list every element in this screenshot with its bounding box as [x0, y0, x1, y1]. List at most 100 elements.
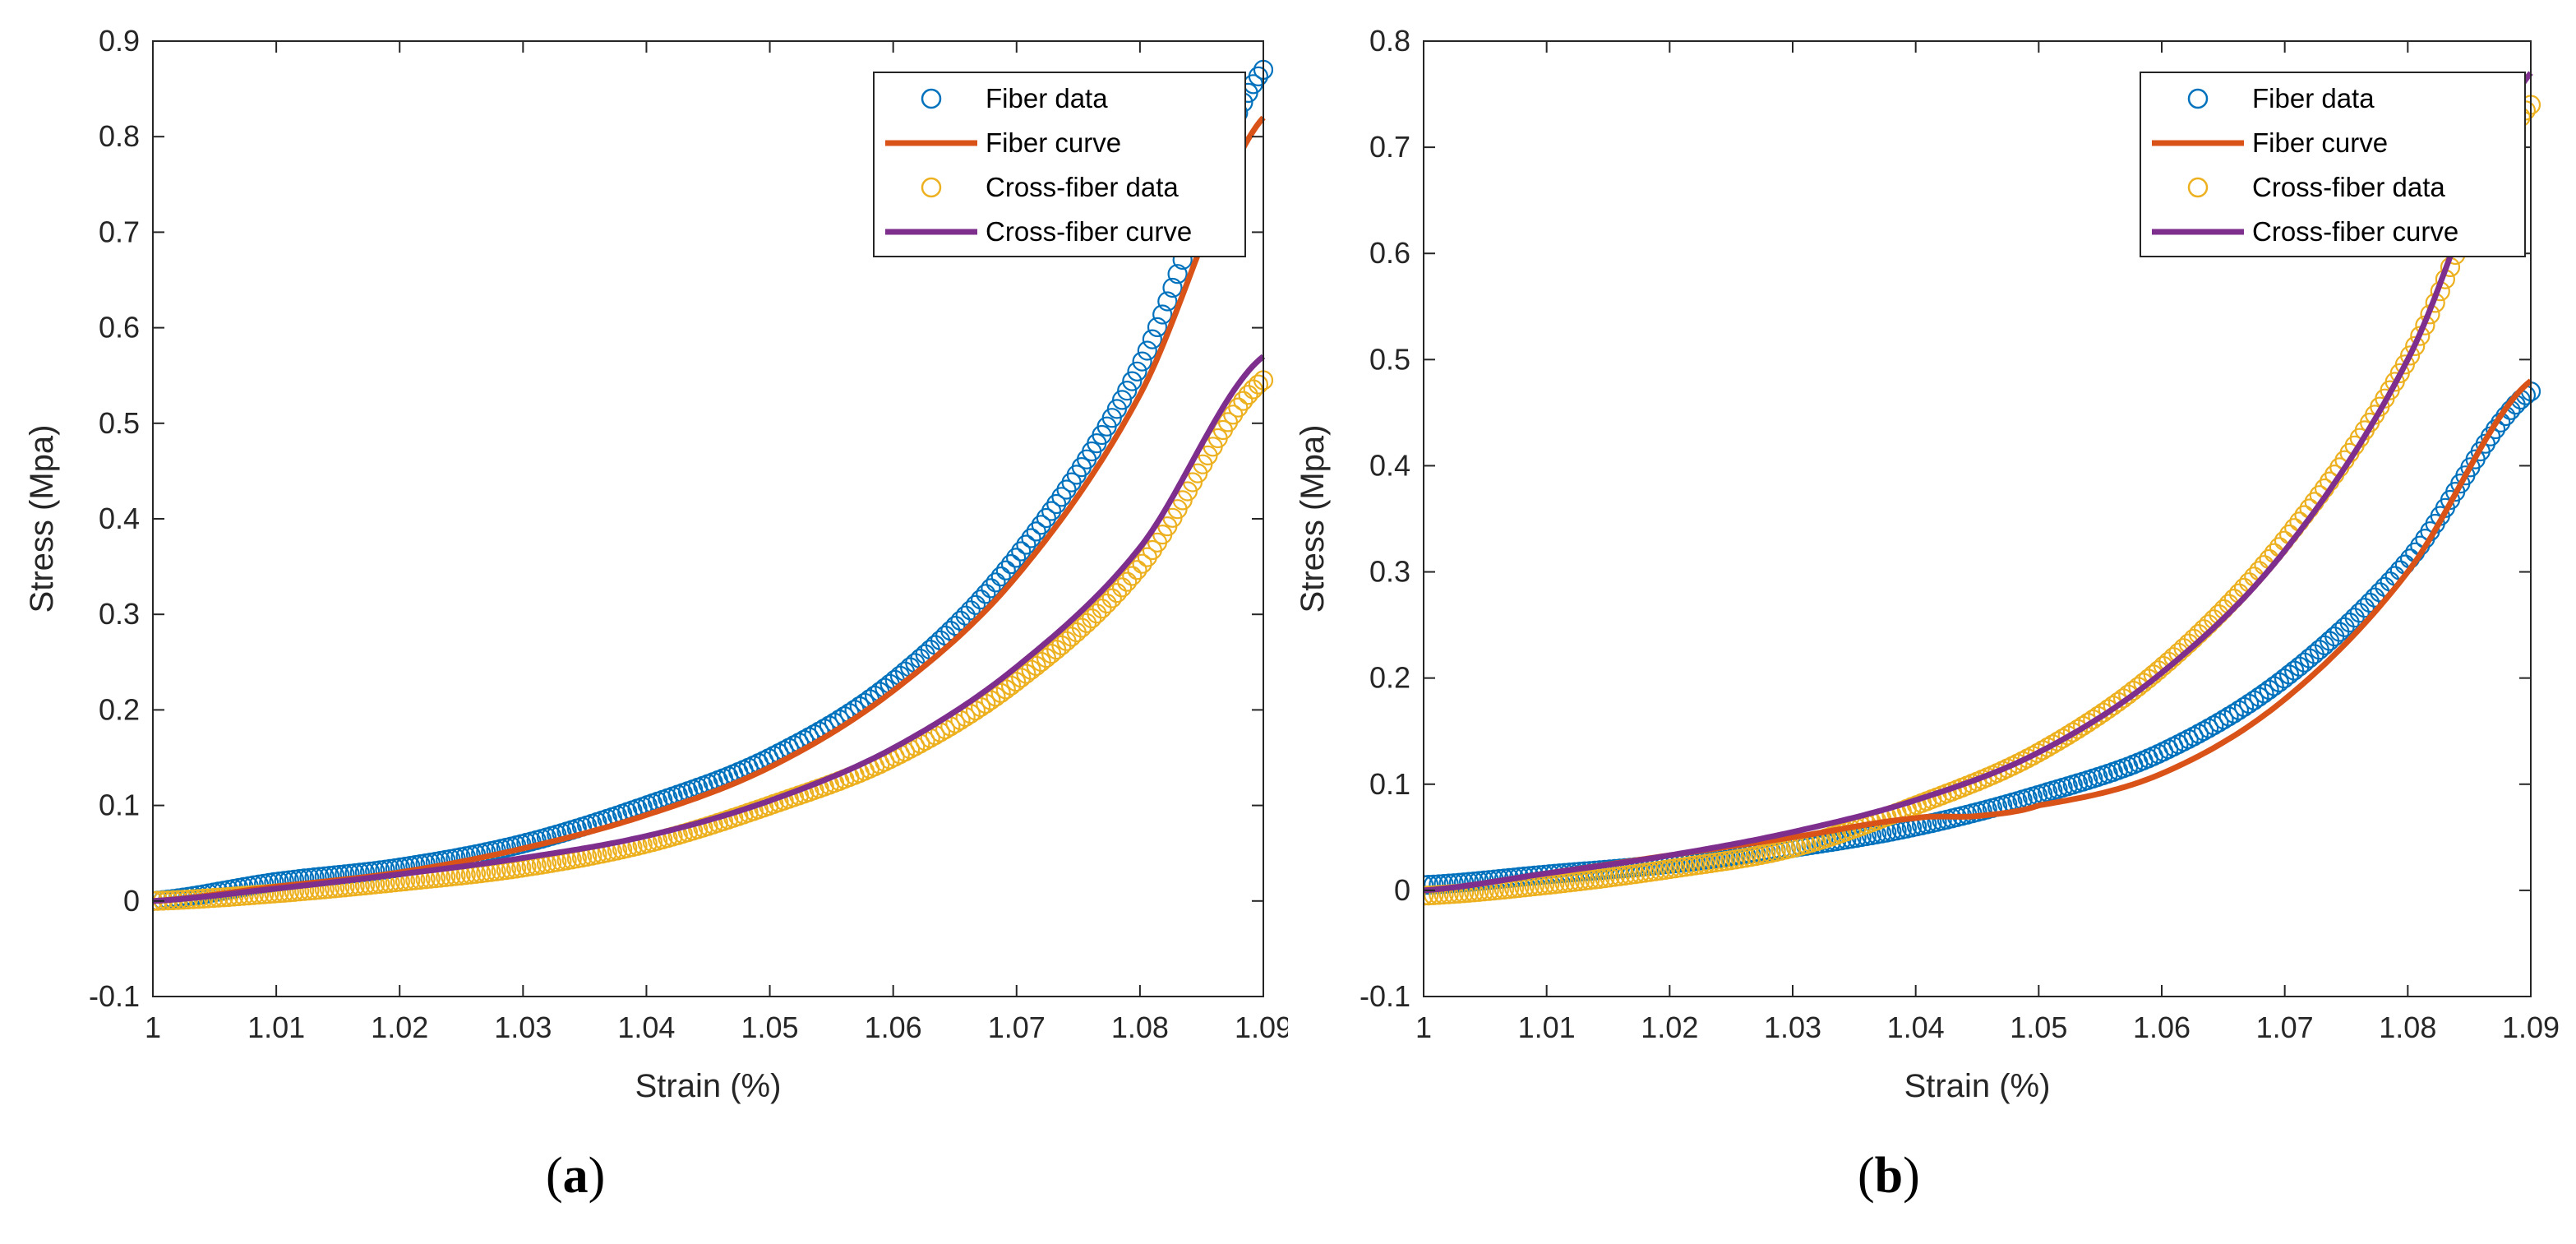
x-tick-label: 1.04: [617, 1010, 675, 1044]
legend: Fiber data Fiber curve Cross-fiber data Cro…: [873, 72, 1246, 257]
legend-marker-icon: [2187, 88, 2209, 109]
data-point: [1117, 571, 1138, 592]
data-point: [1167, 264, 1188, 284]
data-point: [1021, 528, 1041, 548]
y-tick-label: 0.6: [99, 311, 140, 345]
data-point: [1011, 668, 1032, 688]
data-point: [2072, 715, 2094, 737]
data-point: [2359, 592, 2380, 613]
data-point: [2269, 672, 2290, 693]
data-point: [1433, 884, 1454, 905]
y-tick-label: 0.5: [99, 406, 140, 440]
data-point: [2052, 728, 2073, 749]
data-point: [1127, 560, 1147, 580]
data-point: [2078, 712, 2098, 733]
data-point: [986, 687, 1006, 707]
data-point: [1248, 374, 1269, 395]
data-point: [1433, 873, 1454, 895]
data-point: [2027, 742, 2048, 763]
data-point: [981, 690, 1001, 710]
data-point: [1142, 329, 1163, 349]
data-point: [1424, 874, 1444, 895]
x-tick-label: 1.07: [988, 1010, 1046, 1044]
data-point: [1000, 675, 1022, 696]
data-point: [1438, 873, 1459, 894]
data-point: [1087, 604, 1107, 624]
legend-label: Cross-fiber curve: [986, 216, 1192, 247]
data-point: [2032, 740, 2053, 761]
legend-label: Fiber curve: [986, 127, 1121, 158]
data-point: [1111, 577, 1133, 598]
y-tick-label: 0.3: [99, 597, 140, 631]
data-point: [990, 566, 1011, 587]
chart-panel-a: 1 1.01 1.02 1.03 1.04 1.05 1.06 1.07 1.08 1.09 -0.…: [24, 24, 1288, 1104]
data-point: [2228, 700, 2250, 720]
data-point: [995, 679, 1016, 700]
data-point: [1424, 886, 1439, 906]
data-point: [1026, 521, 1046, 542]
legend-label: Cross-fiber data: [2252, 172, 2445, 202]
x-tick-label: 1.06: [2133, 1010, 2191, 1044]
x-tick-label: 1: [1415, 1010, 1432, 1044]
data-point: [2259, 679, 2279, 701]
data-point: [2193, 720, 2214, 742]
data-point: [1137, 547, 1157, 567]
data-point: [990, 682, 1011, 704]
data-point: [2043, 734, 2063, 755]
chart-panel-b: 1 1.01 1.02 1.03 1.04 1.05 1.06 1.07 1.08 1.09 -0.…: [1288, 0, 2576, 1244]
data-point: [1122, 566, 1143, 586]
legend-label: Fiber data: [986, 83, 1108, 113]
data-point: [1041, 501, 1062, 521]
data-point: [2238, 693, 2260, 714]
data-point: [1424, 886, 1434, 906]
data-point: [1101, 588, 1122, 608]
x-tick-label: 1.05: [2010, 1010, 2067, 1044]
data-point: [950, 610, 971, 631]
data-point: [1132, 553, 1152, 574]
data-point: [2188, 724, 2209, 744]
y-tick-label: 0.1: [1369, 767, 1410, 801]
data-point: [2254, 683, 2274, 704]
x-tick-label: 1.09: [2502, 1010, 2560, 1044]
data-point: [945, 615, 966, 636]
data-point: [1117, 381, 1138, 401]
y-axis-label: Stress (Mpa): [24, 425, 60, 613]
y-tick-label: 0.8: [99, 119, 140, 153]
axes-box: [1423, 40, 2532, 997]
x-tick-label: 1.02: [371, 1010, 428, 1044]
legend-label: Fiber curve: [2252, 127, 2388, 158]
data-point: [1424, 875, 1439, 895]
data-point: [970, 589, 991, 610]
legend-label: Cross-fiber curve: [2252, 216, 2458, 247]
data-point: [2264, 676, 2284, 696]
data-point: [2218, 706, 2239, 727]
series-line-cross-fiber-curve: [1424, 71, 2533, 894]
data-point: [2183, 726, 2204, 747]
data-point: [2204, 715, 2224, 736]
data-point: [2057, 725, 2078, 746]
x-tick-label: 1.03: [494, 1010, 552, 1044]
legend: Fiber data Fiber curve Cross-fiber data Cro…: [2140, 72, 2526, 257]
data-point: [960, 703, 981, 724]
x-tick-label: 1.01: [1518, 1010, 1576, 1044]
data-point: [1106, 582, 1128, 604]
data-point: [976, 584, 996, 604]
data-point: [1031, 515, 1051, 535]
y-tick-label: 0.7: [99, 215, 140, 248]
data-point: [976, 693, 996, 714]
y-tick-label: -0.1: [1360, 979, 1410, 1013]
x-tick-label: 1.08: [1111, 1010, 1169, 1044]
series-cross-fiber-data: [153, 370, 1273, 911]
caption-a: (a): [546, 1148, 606, 1204]
data-point: [1127, 361, 1147, 382]
y-tick-label: 0.7: [1369, 130, 1410, 164]
data-point: [1016, 534, 1036, 555]
y-tick-label: 0.9: [99, 24, 140, 58]
data-point: [2214, 709, 2234, 730]
x-axis-label: Strain (%): [635, 1068, 782, 1104]
data-point: [981, 578, 1001, 599]
data-point: [1005, 548, 1027, 568]
data-point: [995, 560, 1016, 580]
data-point: [1443, 873, 1464, 894]
x-tick-label: 1.07: [2256, 1010, 2314, 1044]
